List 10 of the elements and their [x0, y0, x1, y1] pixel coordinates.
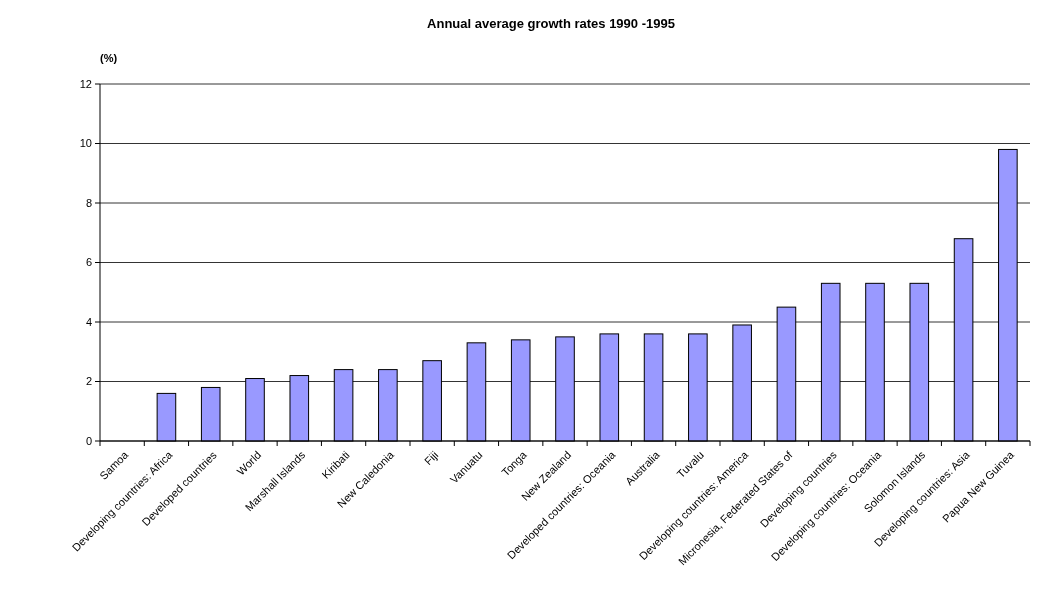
- y-axis-title: (%): [100, 52, 118, 64]
- y-tick-label: 0: [85, 434, 92, 447]
- y-tick-label: 4: [85, 315, 92, 328]
- y-tick-label: 8: [85, 196, 92, 209]
- y-tick-label: 2: [85, 375, 92, 388]
- x-tick-label: Fiji: [421, 448, 441, 468]
- y-tick-label: 10: [79, 137, 92, 150]
- y-tick-label: 6: [85, 256, 92, 269]
- chart-title: Annual average growth rates 1990 -1995: [427, 16, 675, 31]
- y-tick-label: 12: [79, 77, 92, 90]
